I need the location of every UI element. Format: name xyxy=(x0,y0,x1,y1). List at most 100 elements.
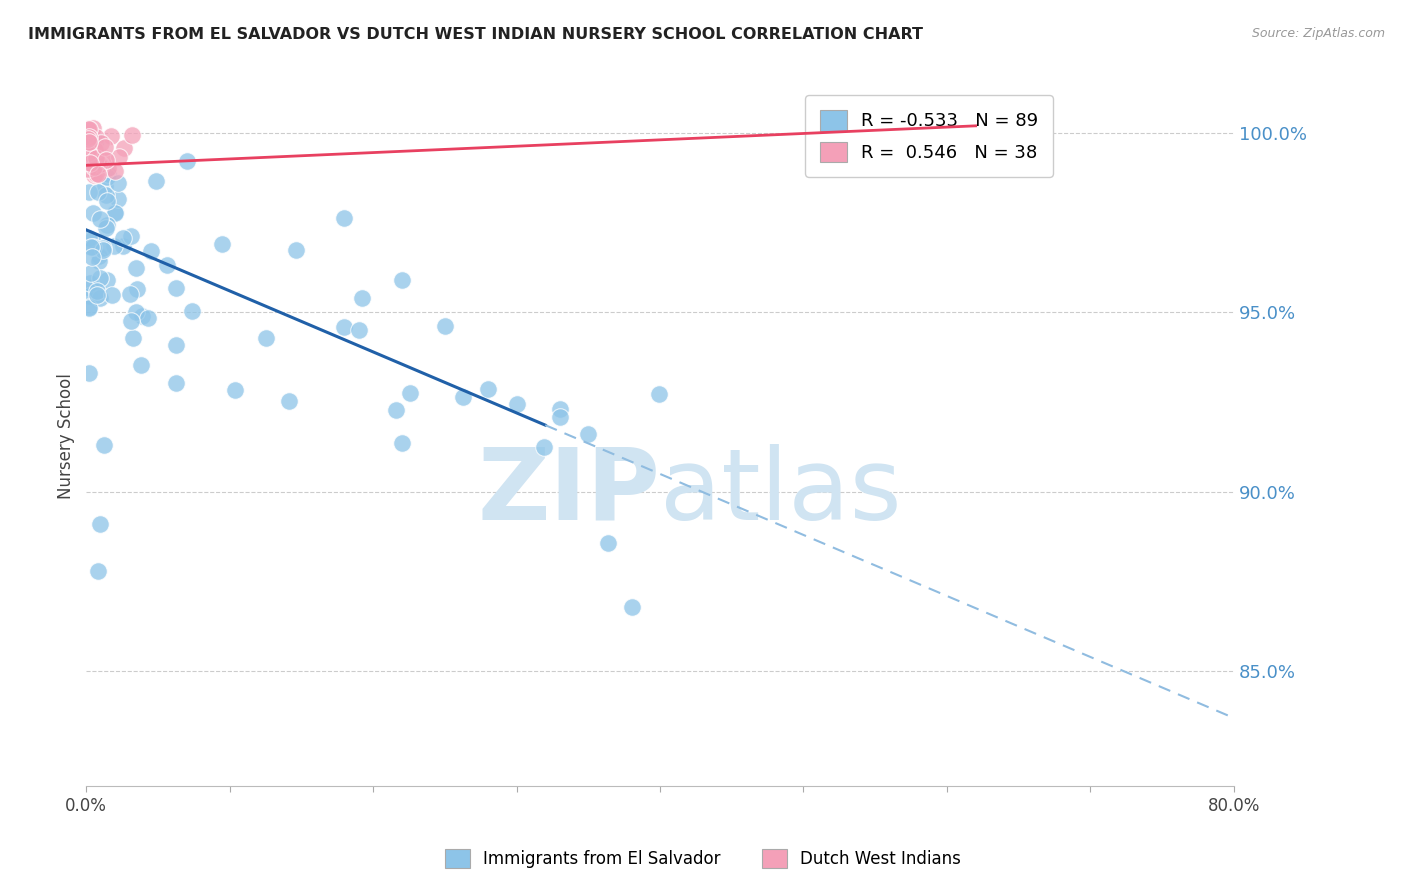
Point xyxy=(96,273,118,287)
Legend: Immigrants from El Salvador, Dutch West Indians: Immigrants from El Salvador, Dutch West … xyxy=(439,843,967,875)
Point xyxy=(77,134,100,148)
Point xyxy=(100,287,122,301)
Point xyxy=(122,331,145,345)
Point xyxy=(76,145,98,160)
Point xyxy=(79,122,101,136)
Point xyxy=(254,330,277,344)
Point xyxy=(596,536,619,550)
Point xyxy=(103,239,125,253)
Point xyxy=(89,517,111,532)
Point xyxy=(384,403,406,417)
Text: atlas: atlas xyxy=(659,443,901,541)
Point xyxy=(165,337,187,351)
Point xyxy=(352,291,374,305)
Point xyxy=(82,120,104,135)
Point xyxy=(145,173,167,187)
Point xyxy=(80,250,103,264)
Point xyxy=(180,303,202,318)
Point xyxy=(87,167,110,181)
Point xyxy=(77,185,100,199)
Point xyxy=(112,239,135,253)
Point xyxy=(79,281,101,295)
Point xyxy=(121,128,143,143)
Point xyxy=(79,128,101,142)
Point xyxy=(80,240,103,254)
Point xyxy=(94,188,117,202)
Point xyxy=(87,249,110,263)
Point xyxy=(120,287,142,301)
Point xyxy=(84,149,107,163)
Point xyxy=(77,129,100,144)
Point xyxy=(533,440,555,454)
Point xyxy=(89,157,111,171)
Y-axis label: Nursery School: Nursery School xyxy=(58,374,75,500)
Point xyxy=(91,241,114,255)
Point xyxy=(90,162,112,177)
Point xyxy=(86,157,108,171)
Point xyxy=(104,206,127,220)
Point xyxy=(86,130,108,145)
Point xyxy=(333,211,356,225)
Point xyxy=(87,162,110,177)
Point xyxy=(90,136,112,150)
Point xyxy=(112,230,135,244)
Point xyxy=(621,600,644,615)
Point xyxy=(129,358,152,372)
Point xyxy=(89,292,111,306)
Point xyxy=(284,244,307,258)
Point xyxy=(333,320,356,334)
Point xyxy=(156,258,179,272)
Point xyxy=(97,167,120,181)
Point xyxy=(76,157,98,171)
Text: ZIP: ZIP xyxy=(477,443,659,541)
Point xyxy=(84,151,107,165)
Point xyxy=(176,154,198,169)
Point xyxy=(165,376,187,390)
Point xyxy=(87,253,110,268)
Point xyxy=(477,382,499,396)
Point xyxy=(86,284,108,298)
Point xyxy=(347,323,370,337)
Point xyxy=(548,402,571,417)
Point xyxy=(82,133,104,147)
Point xyxy=(76,147,98,161)
Point xyxy=(125,282,148,296)
Point xyxy=(107,176,129,190)
Point xyxy=(211,237,233,252)
Point xyxy=(77,301,100,315)
Legend: R = -0.533   N = 89, R =  0.546   N = 38: R = -0.533 N = 89, R = 0.546 N = 38 xyxy=(806,95,1053,177)
Point xyxy=(96,219,118,233)
Point xyxy=(124,305,146,319)
Point xyxy=(104,163,127,178)
Point xyxy=(108,150,131,164)
Point xyxy=(79,156,101,170)
Point xyxy=(94,153,117,168)
Point xyxy=(166,281,188,295)
Point xyxy=(82,240,104,254)
Point xyxy=(93,150,115,164)
Point xyxy=(141,244,163,259)
Point xyxy=(76,161,98,176)
Point xyxy=(391,435,413,450)
Point xyxy=(84,133,107,147)
Point xyxy=(80,233,103,247)
Point xyxy=(77,122,100,136)
Point xyxy=(138,311,160,326)
Point xyxy=(77,231,100,245)
Point xyxy=(87,155,110,169)
Point xyxy=(103,204,125,219)
Point xyxy=(80,266,103,280)
Point xyxy=(94,140,117,154)
Point xyxy=(96,194,118,208)
Point xyxy=(433,319,456,334)
Point xyxy=(125,260,148,275)
Point xyxy=(83,162,105,177)
Point xyxy=(100,128,122,143)
Point xyxy=(87,564,110,578)
Point xyxy=(224,384,246,398)
Point xyxy=(83,161,105,175)
Point xyxy=(399,385,422,400)
Point xyxy=(120,314,142,328)
Point xyxy=(548,410,571,425)
Point xyxy=(278,393,301,408)
